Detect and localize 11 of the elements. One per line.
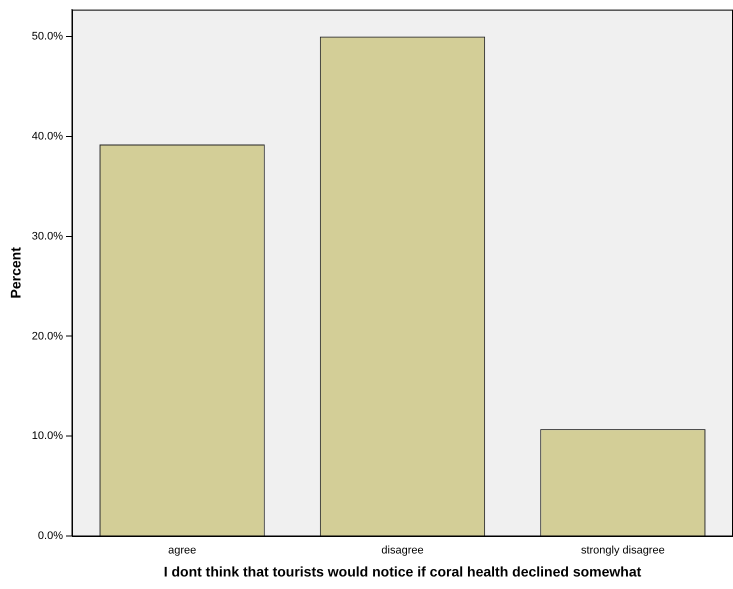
x-tick-label: disagree <box>381 544 424 557</box>
y-tick-label: 10.0% <box>32 430 64 442</box>
x-axis-title: I dont think that tourists would notice if coral health declined somewhat <box>164 563 642 580</box>
y-axis-title: Percent <box>7 246 24 298</box>
y-tick-label: 30.0% <box>32 230 64 242</box>
x-tick-label: agree <box>168 544 196 557</box>
y-tick-label: 40.0% <box>32 130 64 142</box>
y-tick-label: 50.0% <box>32 30 64 43</box>
y-tick-label: 0.0% <box>38 530 64 542</box>
y-tick-label: 20.0% <box>32 330 64 342</box>
x-tick-label: strongly disagree <box>580 544 665 557</box>
